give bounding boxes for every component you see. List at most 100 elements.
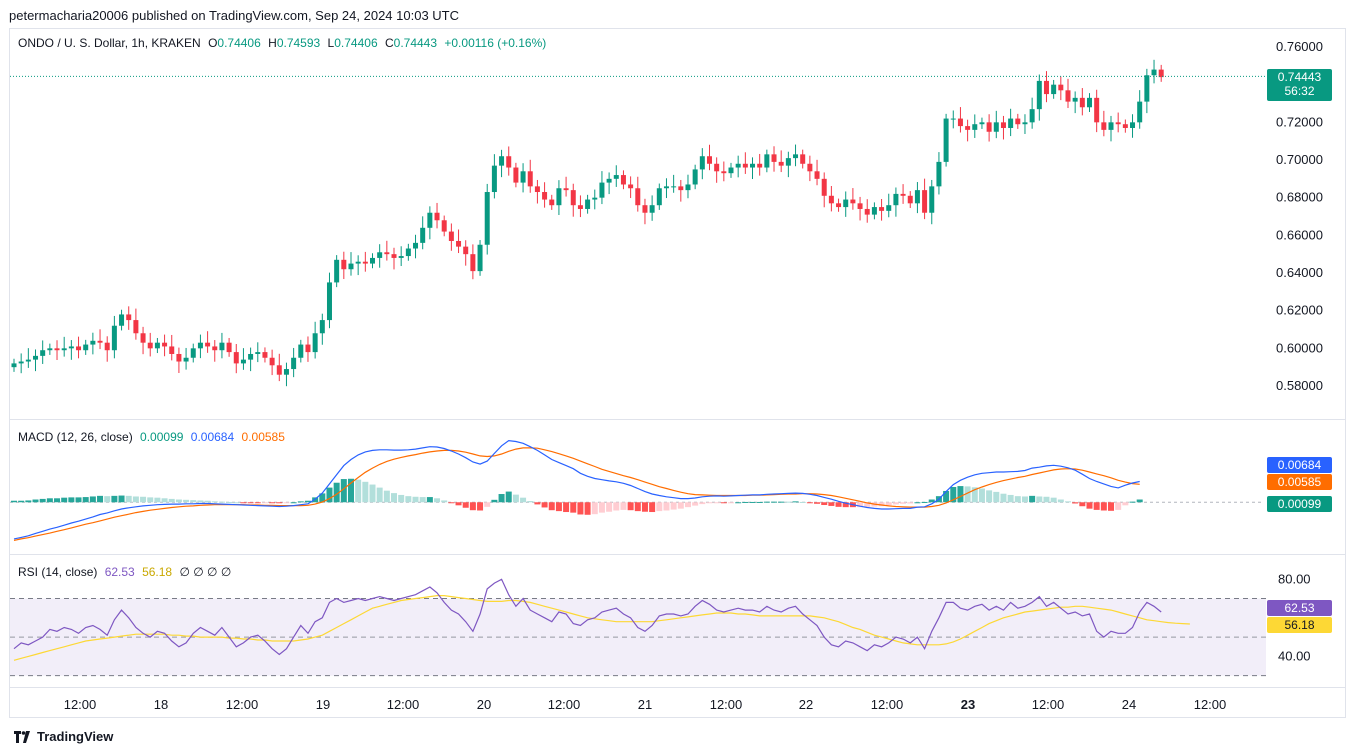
- symbol-legend: ONDO / U. S. Dollar, 1h, KRAKEN O0.74406…: [18, 36, 550, 50]
- candle-body: [405, 248, 411, 257]
- macd-histogram-bar: [771, 501, 778, 503]
- candle-body: [520, 171, 526, 183]
- candle-body: [140, 333, 146, 343]
- macd-histogram-bar: [1108, 502, 1115, 511]
- candle-body: [1015, 118, 1021, 125]
- candle-body: [477, 244, 483, 272]
- candle-body: [90, 340, 96, 345]
- candle-body: [585, 199, 591, 209]
- candle-body: [377, 252, 383, 258]
- macd-histogram-bar: [684, 502, 691, 508]
- candle-body: [957, 118, 963, 127]
- macd-histogram-bar: [261, 502, 268, 504]
- candle-body: [893, 193, 899, 206]
- macd-histogram-bar: [907, 502, 914, 504]
- candle-body: [370, 257, 375, 264]
- macd-histogram-bar: [921, 501, 928, 503]
- macd-histogram-bar: [957, 486, 964, 503]
- candle-body: [1000, 122, 1006, 128]
- last-price: 0.74443: [1277, 70, 1322, 84]
- rsi-line-value: 62.53: [104, 565, 135, 579]
- time-tick-label: 19: [316, 697, 330, 712]
- candle-body: [1108, 122, 1114, 130]
- candle-body: [972, 124, 978, 130]
- macd-legend: MACD (12, 26, close) 0.00099 0.00684 0.0…: [18, 430, 289, 444]
- time-tick-label: 12:00: [226, 697, 259, 712]
- candle-body: [1151, 69, 1157, 76]
- candle-body: [936, 161, 942, 187]
- candle-body: [1043, 80, 1049, 95]
- candle-body: [491, 165, 497, 193]
- candle-body: [649, 205, 655, 213]
- time-tick-label: 18: [154, 697, 168, 712]
- candle-body: [879, 207, 885, 211]
- macd-histogram-bar: [18, 500, 25, 503]
- rsi-extra-values: ∅ ∅ ∅ ∅: [179, 565, 232, 579]
- macd-histogram-bar: [1057, 499, 1064, 503]
- macd-histogram-bar: [713, 502, 720, 504]
- macd-histogram-bar: [441, 500, 448, 503]
- candle-body: [620, 175, 626, 185]
- tradingview-logo-icon: [14, 730, 30, 743]
- time-tick-label: 24: [1122, 697, 1136, 712]
- candle-body: [240, 359, 246, 364]
- candle-body: [197, 342, 203, 349]
- macd-histogram-bar: [541, 502, 548, 508]
- candle-body: [628, 184, 634, 189]
- candle-body: [348, 263, 354, 270]
- candle-body: [821, 178, 827, 196]
- macd-histogram-bar: [548, 502, 555, 511]
- publisher-line: petermacharia20006 published on TradingV…: [9, 8, 459, 23]
- macd-histogram-bar: [140, 496, 147, 503]
- macd-histogram-bar: [419, 497, 426, 503]
- candle-body: [671, 186, 677, 188]
- candle-body: [907, 195, 913, 204]
- rsi-tag: 62.53: [1267, 600, 1332, 616]
- candle-body: [183, 357, 189, 362]
- candle-body: [212, 346, 218, 351]
- macd-histogram-bar: [326, 487, 333, 503]
- macd-histogram-bar: [670, 502, 677, 510]
- rsi-ma-line: [13, 595, 1190, 661]
- price-tick-label: 0.68000: [1276, 190, 1323, 205]
- candle-body: [656, 188, 662, 206]
- candle-body: [11, 363, 17, 368]
- macd-histogram-bar: [190, 500, 197, 503]
- candle-body: [800, 154, 806, 164]
- macd-histogram-bar: [104, 496, 111, 503]
- candle-body: [291, 357, 297, 370]
- candle-body: [18, 361, 24, 364]
- candle-body: [914, 190, 920, 204]
- macd-histogram-bar: [111, 495, 118, 503]
- macd-histogram-bar: [885, 502, 892, 506]
- macd-histogram-bar: [806, 502, 813, 504]
- macd-histogram-bar: [1014, 496, 1021, 503]
- macd-histogram-bar: [32, 499, 39, 503]
- candle-body: [470, 254, 476, 272]
- candle-body: [355, 261, 361, 264]
- candle-body: [176, 353, 182, 362]
- macd-histogram-bar: [950, 487, 957, 503]
- macd-histogram-bar: [125, 495, 132, 503]
- macd-histogram-bar: [1093, 502, 1100, 510]
- macd-histogram-bar: [720, 502, 727, 504]
- macd-histogram-bar: [369, 484, 376, 503]
- candle-body: [441, 220, 447, 232]
- candle-body: [384, 252, 390, 255]
- candle-body: [1072, 97, 1078, 102]
- macd-histogram-bar: [376, 487, 383, 503]
- macd-histogram-bar: [763, 501, 770, 503]
- candle-body: [205, 342, 211, 347]
- macd-histogram-bar: [878, 502, 885, 507]
- candle-body: [276, 365, 282, 375]
- macd-histogram-bar: [584, 502, 591, 515]
- macd-histogram-bar: [749, 501, 756, 503]
- price-tick-label: 0.76000: [1276, 39, 1323, 54]
- macd-histogram-bar: [484, 502, 491, 507]
- symbol-name: ONDO / U. S. Dollar, 1h, KRAKEN: [18, 36, 201, 50]
- candle-body: [219, 342, 225, 351]
- macd-histogram-bar: [89, 496, 96, 503]
- candle-body: [807, 163, 813, 172]
- high-value: H0.74593: [268, 36, 321, 50]
